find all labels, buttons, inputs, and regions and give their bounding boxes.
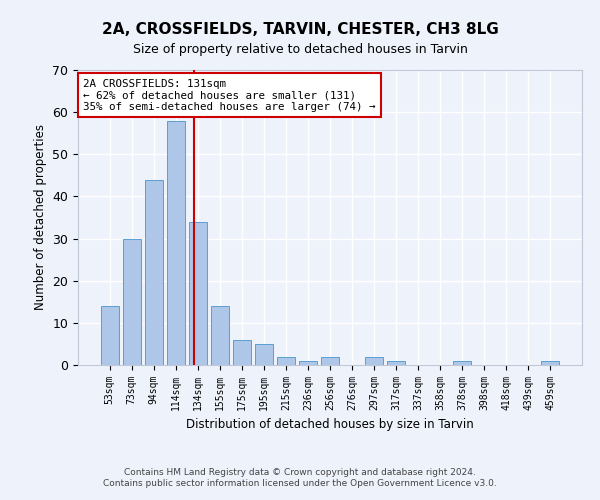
Y-axis label: Number of detached properties: Number of detached properties — [34, 124, 47, 310]
Bar — [365, 356, 383, 365]
Bar — [167, 120, 185, 365]
Text: Contains HM Land Registry data © Crown copyright and database right 2024.
Contai: Contains HM Land Registry data © Crown c… — [103, 468, 497, 487]
Bar — [255, 344, 273, 365]
Bar — [189, 222, 206, 365]
Text: 2A, CROSSFIELDS, TARVIN, CHESTER, CH3 8LG: 2A, CROSSFIELDS, TARVIN, CHESTER, CH3 8L… — [101, 22, 499, 38]
X-axis label: Distribution of detached houses by size in Tarvin: Distribution of detached houses by size … — [186, 418, 474, 432]
Bar — [123, 238, 140, 365]
Bar — [211, 306, 229, 365]
Bar — [299, 361, 317, 365]
Bar — [145, 180, 163, 365]
Bar — [321, 356, 339, 365]
Bar — [387, 361, 405, 365]
Bar — [233, 340, 251, 365]
Bar — [541, 361, 559, 365]
Text: Size of property relative to detached houses in Tarvin: Size of property relative to detached ho… — [133, 42, 467, 56]
Bar — [101, 306, 119, 365]
Bar — [454, 361, 471, 365]
Text: 2A CROSSFIELDS: 131sqm
← 62% of detached houses are smaller (131)
35% of semi-de: 2A CROSSFIELDS: 131sqm ← 62% of detached… — [83, 79, 376, 112]
Bar — [277, 356, 295, 365]
